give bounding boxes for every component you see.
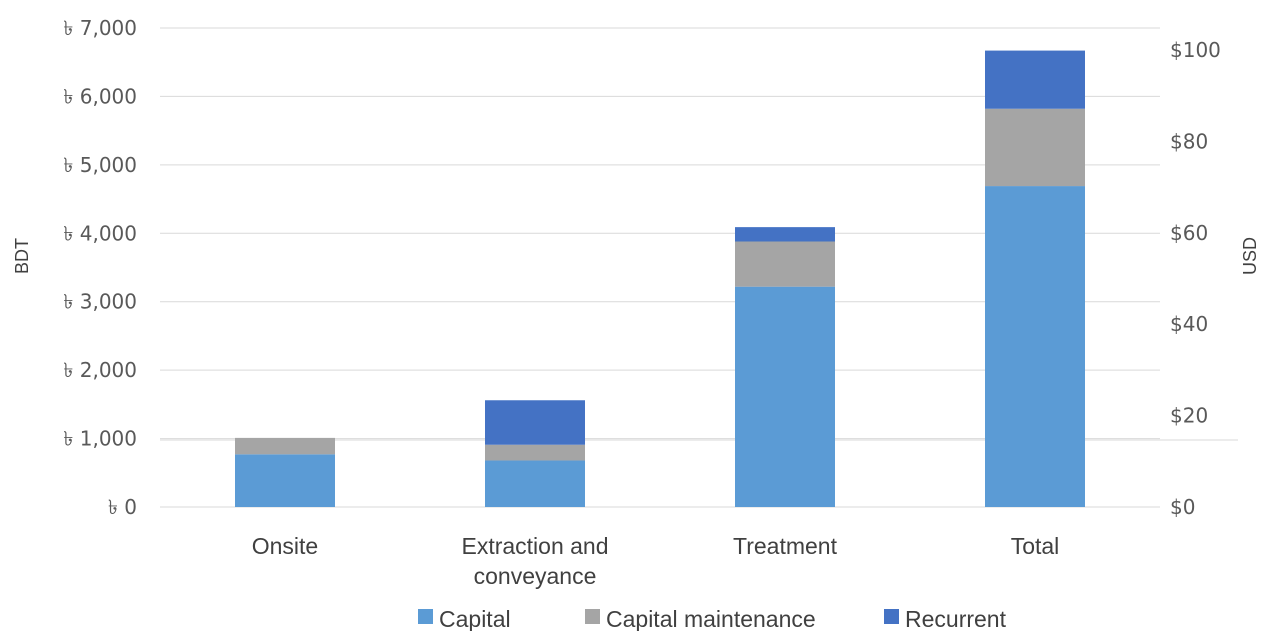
- legend-label: Recurrent: [905, 606, 1007, 631]
- y2-tick-label: $60: [1170, 221, 1208, 245]
- category-label: Extraction and conveyance: [461, 533, 608, 589]
- y-tick-label: ৳ 0: [108, 495, 137, 519]
- bar-segment: [735, 286, 835, 507]
- bar-segment: [235, 454, 335, 507]
- bar-segment: [735, 241, 835, 287]
- bar-segment: [985, 50, 1085, 109]
- bar-segment: [485, 400, 585, 445]
- bar-segment: [485, 460, 585, 507]
- legend-swatch: [884, 609, 899, 624]
- legend: Capital Capital maintenance Recurrent: [418, 606, 1007, 631]
- right-axis-ticks: $0 $20 $40 $60 $80 $100: [1170, 38, 1221, 519]
- legend-item: Capital: [418, 606, 511, 631]
- y2-axis-title: USD: [1240, 237, 1260, 275]
- legend-swatch: [585, 609, 600, 624]
- legend-swatch: [418, 609, 433, 624]
- bars: [235, 50, 1085, 507]
- y-tick-label: ৳ 4,000: [63, 221, 137, 245]
- bar-segment: [985, 108, 1085, 187]
- category-label: Onsite: [252, 533, 318, 559]
- y2-tick-label: $100: [1170, 38, 1221, 62]
- y2-tick-label: $40: [1170, 312, 1208, 336]
- y2-tick-label: $80: [1170, 129, 1208, 153]
- y-tick-label: ৳ 2,000: [63, 358, 137, 382]
- y-tick-label: ৳ 7,000: [63, 16, 137, 40]
- y-tick-label: ৳ 6,000: [63, 84, 137, 108]
- y-tick-label: ৳ 3,000: [63, 290, 137, 314]
- y-tick-label: ৳ 1,000: [63, 427, 137, 451]
- y2-tick-label: $0: [1170, 495, 1195, 519]
- left-axis-ticks: ৳ 0 ৳ 1,000 ৳ 2,000 ৳ 3,000 ৳ 4,000 ৳ 5,000 ৳ …: [63, 16, 137, 519]
- y-axis-title: BDT: [12, 238, 32, 274]
- legend-item: Capital maintenance: [585, 606, 816, 631]
- category-label: Treatment: [733, 533, 838, 559]
- category-label: Total: [1011, 533, 1060, 559]
- y2-tick-label: $20: [1170, 404, 1208, 428]
- legend-label: Capital: [439, 606, 511, 631]
- bar-segment: [235, 437, 335, 455]
- legend-label: Capital maintenance: [606, 606, 816, 631]
- bar-segment: [985, 186, 1085, 507]
- legend-item: Recurrent: [884, 606, 1007, 631]
- y-tick-label: ৳ 5,000: [63, 153, 137, 177]
- bar-segment: [735, 227, 835, 242]
- bar-segment: [485, 444, 585, 461]
- category-labels: Onsite Extraction and conveyance Treatment T…: [252, 533, 1060, 589]
